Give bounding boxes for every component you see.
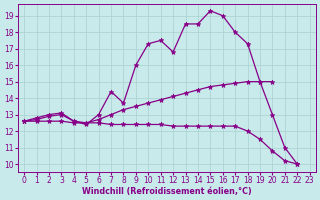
X-axis label: Windchill (Refroidissement éolien,°C): Windchill (Refroidissement éolien,°C) xyxy=(82,187,252,196)
